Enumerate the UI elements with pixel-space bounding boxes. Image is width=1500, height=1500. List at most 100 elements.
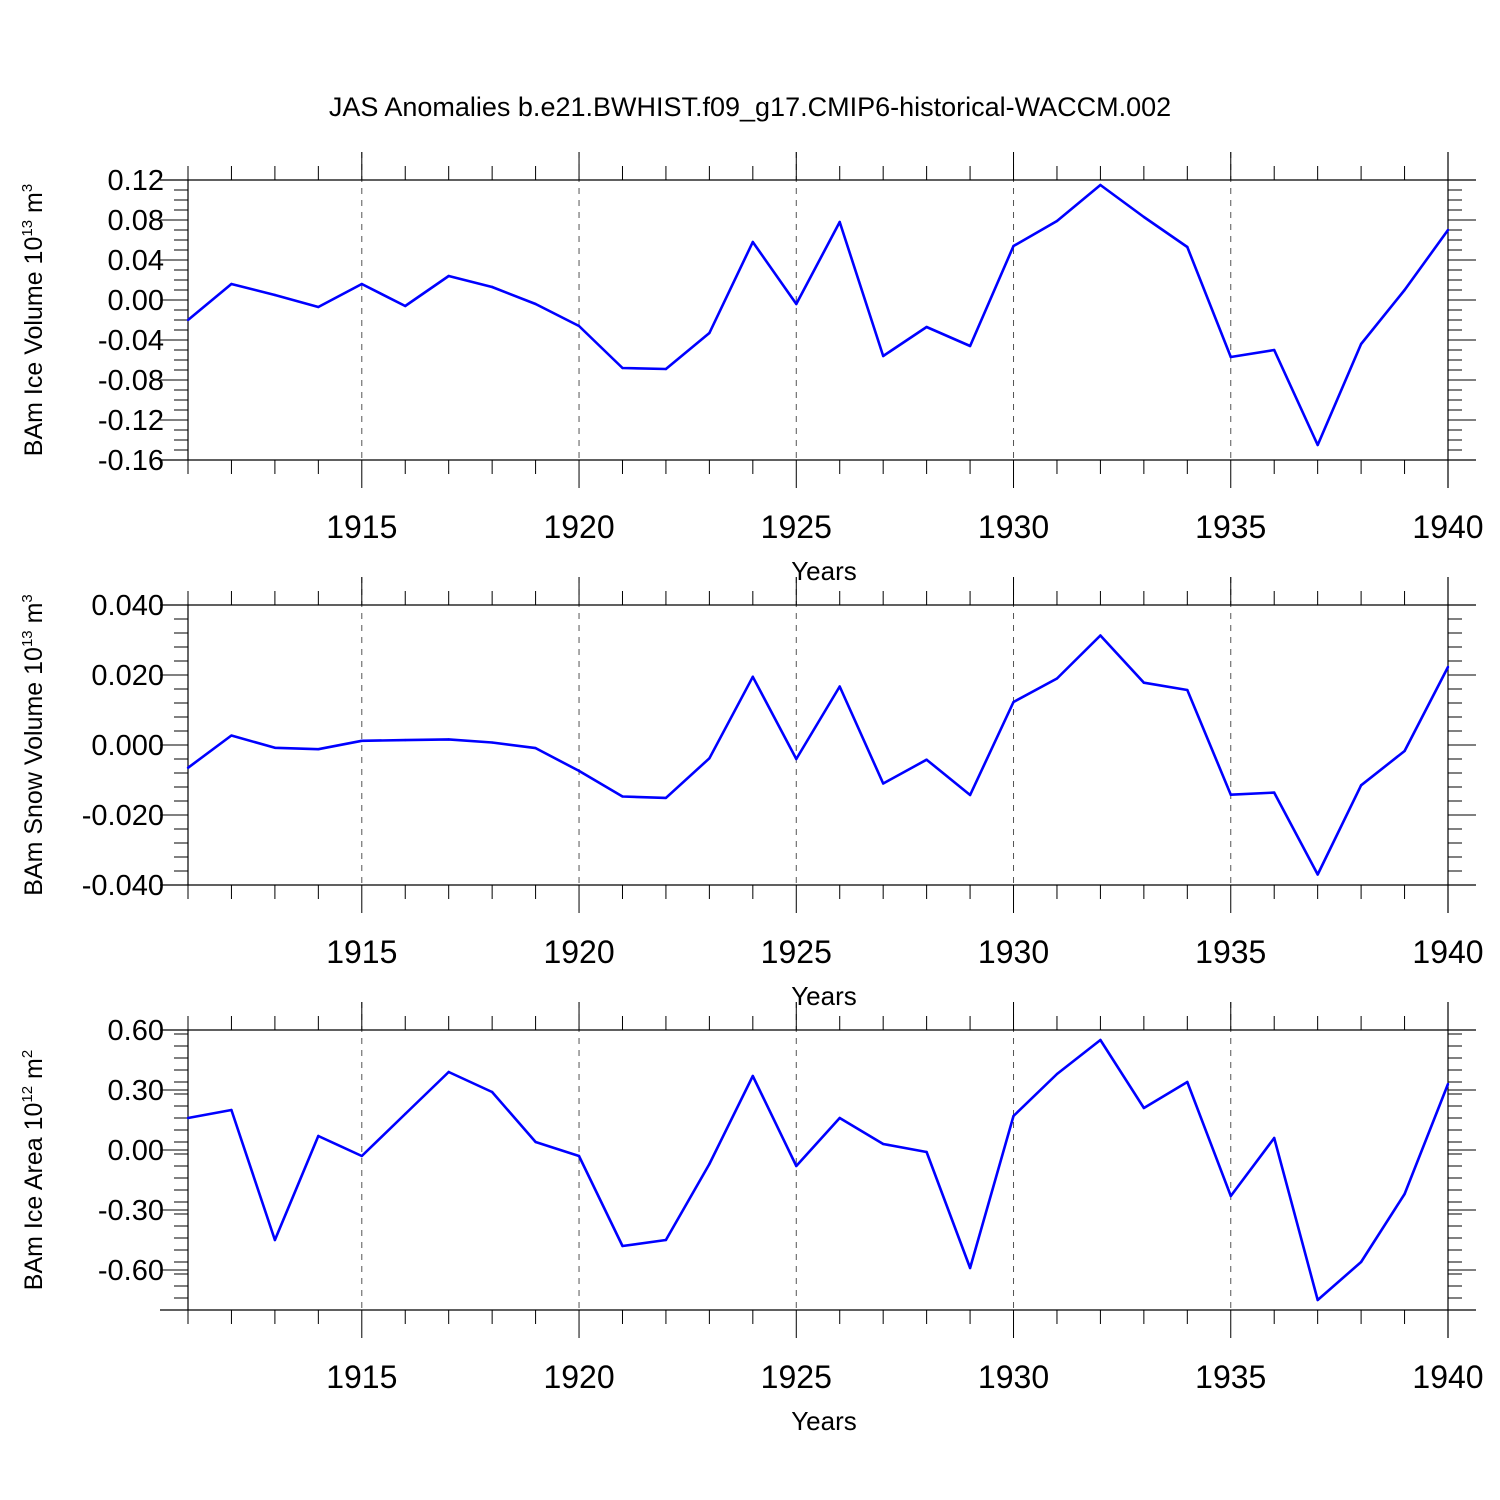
data-point: [1273, 791, 1276, 794]
data-point: [751, 240, 755, 244]
data-point: [751, 1074, 755, 1078]
data-point: [925, 758, 928, 761]
data-point: [1316, 443, 1319, 447]
y-axis-title-exponent: 13: [19, 630, 36, 647]
x-tick-label: 1920: [543, 934, 614, 970]
series-line: [187, 634, 1450, 876]
y-tick-label: 0.00: [108, 285, 164, 317]
data-point: [1446, 1082, 1450, 1086]
data-point: [968, 344, 972, 348]
data-point: [708, 757, 711, 760]
data-point: [273, 746, 277, 749]
x-tick-label: 1935: [1195, 934, 1266, 970]
data-point: [317, 305, 320, 309]
x-tick-label: 1925: [761, 509, 832, 545]
x-axis-title: Years: [791, 1406, 857, 1436]
y-tick-label: 0.000: [91, 730, 164, 762]
y-axis-title-unit: m: [20, 192, 48, 220]
data-point: [1403, 288, 1406, 292]
x-axis-title: Years: [791, 556, 857, 586]
x-tick-label: 1930: [978, 1359, 1049, 1395]
x-tick-label: 1915: [326, 509, 397, 545]
y-tick-label: 0.08: [108, 205, 164, 237]
x-tick-label: 1935: [1195, 1359, 1266, 1395]
data-point: [317, 748, 320, 751]
x-axis-title: Years: [791, 981, 857, 1011]
data-point: [1186, 1080, 1189, 1084]
data-point: [186, 766, 190, 769]
data-point: [1229, 793, 1232, 796]
data-point: [534, 302, 537, 306]
x-tick-label: 1920: [543, 509, 614, 545]
data-point: [708, 1162, 711, 1166]
data-point: [1099, 634, 1102, 637]
data-point: [577, 1154, 581, 1158]
x-tick-label: 1925: [761, 934, 832, 970]
series-line: [187, 1038, 1450, 1302]
data-point: [534, 1140, 537, 1144]
data-point: [1012, 244, 1015, 248]
y-tick-label: 0.00: [108, 1135, 164, 1167]
x-tick-label: 1940: [1412, 1359, 1483, 1395]
data-point: [925, 1150, 928, 1154]
data-point: [490, 1090, 494, 1094]
y-axis-title: BAm Ice Volume 1013 m3: [19, 184, 48, 456]
data-point: [404, 1112, 407, 1116]
panel-3: 1915 1920 1925 1930 1935 1940 Years 0.60 0.30 0.0…: [19, 1002, 1484, 1436]
data-point: [1142, 215, 1146, 219]
y-tick-label: 0.12: [108, 165, 164, 197]
data-point: [404, 738, 407, 742]
data-point: [838, 685, 841, 688]
data-point: [968, 793, 972, 797]
data-point: [1359, 784, 1363, 787]
data-point: [1446, 228, 1450, 232]
data-point: [621, 795, 624, 798]
data-point: [795, 302, 798, 306]
data-point: [1099, 1038, 1102, 1042]
y-tick-label: -0.08: [98, 365, 164, 397]
data-point: [1055, 219, 1059, 223]
y-tick-label: -0.60: [98, 1255, 164, 1287]
y-axis-title: BAm Ice Area 1012 m2: [19, 1050, 48, 1290]
data-point: [404, 304, 407, 308]
y-tick-label: -0.30: [98, 1195, 164, 1227]
y-axis-title: BAm Snow Volume 1013 m3: [19, 594, 48, 896]
data-point: [1055, 677, 1059, 680]
data-point: [1229, 1194, 1232, 1198]
x-tick-label: 1915: [326, 1359, 397, 1395]
data-point: [1273, 348, 1276, 352]
y-tick-label: -0.020: [82, 800, 164, 832]
panel-2: 1915 1920 1925 1930 1935 1940 Years 0.040 0.020 0…: [19, 577, 1484, 1011]
y-axis-title-unit-exponent: 3: [19, 594, 36, 602]
data-point: [881, 1142, 885, 1146]
data-point: [751, 675, 755, 678]
y-tick-label: -0.12: [98, 405, 164, 437]
data-point: [490, 741, 494, 744]
data-point: [360, 1154, 363, 1158]
data-point: [273, 1238, 277, 1242]
data-point: [795, 1164, 798, 1168]
chart-title: JAS Anomalies b.e21.BWHIST.f09_g17.CMIP6…: [329, 92, 1171, 122]
data-point: [186, 1116, 190, 1120]
data-point: [1316, 873, 1319, 876]
data-point: [577, 769, 581, 773]
y-tick-label: 0.04: [108, 245, 164, 277]
data-point: [1142, 1106, 1146, 1110]
data-point: [317, 1134, 320, 1138]
data-point: [360, 739, 363, 742]
y-tick-label: 0.60: [108, 1015, 164, 1047]
x-tick-label: 1930: [978, 509, 1049, 545]
data-point: [1316, 1298, 1319, 1302]
data-point: [664, 1238, 668, 1242]
data-point: [577, 324, 581, 328]
data-point: [273, 293, 277, 297]
y-tick-label: 0.020: [91, 660, 164, 692]
data-point: [447, 274, 450, 278]
x-tick-label: 1915: [326, 934, 397, 970]
data-point: [795, 757, 798, 761]
data-point: [1142, 681, 1146, 684]
data-point: [1403, 749, 1406, 753]
x-tick-label: 1925: [761, 1359, 832, 1395]
data-point: [1012, 700, 1015, 704]
